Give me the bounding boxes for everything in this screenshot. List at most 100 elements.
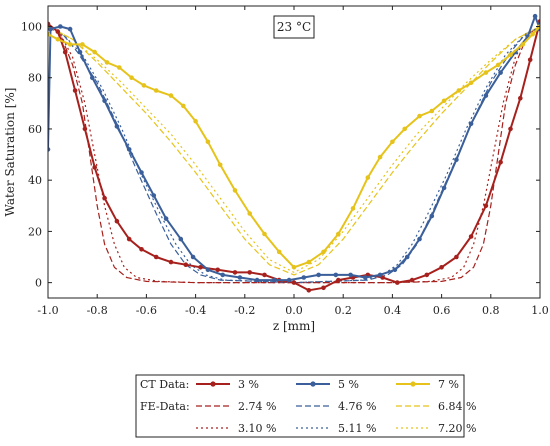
legend-entry: 3.10 % bbox=[196, 422, 276, 435]
data-point bbox=[377, 272, 383, 278]
data-point bbox=[441, 98, 447, 104]
data-point bbox=[291, 280, 297, 285]
data-point bbox=[350, 206, 356, 211]
data-point bbox=[321, 285, 326, 291]
data-point bbox=[527, 57, 533, 63]
data-point bbox=[365, 175, 371, 180]
data-point bbox=[468, 121, 474, 127]
data-point bbox=[306, 259, 312, 265]
legend-ct-label: CT Data: bbox=[140, 378, 189, 391]
x-tick-label: -0.4 bbox=[185, 304, 206, 317]
data-point bbox=[62, 49, 68, 55]
data-point bbox=[48, 31, 51, 37]
data-point bbox=[215, 267, 220, 273]
y-tick-label: 60 bbox=[28, 123, 42, 136]
data-point bbox=[429, 213, 435, 219]
x-tick-label: -0.2 bbox=[234, 304, 255, 317]
legend-label: 3 % bbox=[238, 378, 259, 391]
y-tick-label: 80 bbox=[28, 72, 42, 85]
data-point bbox=[409, 277, 415, 283]
y-axis: 0 20 40 60 80 100 bbox=[21, 20, 540, 290]
data-point bbox=[348, 272, 353, 278]
data-point bbox=[48, 26, 53, 32]
data-point bbox=[262, 231, 267, 237]
data-point bbox=[483, 93, 489, 98]
series-layer bbox=[48, 13, 540, 293]
data-point bbox=[117, 65, 122, 70]
data-point bbox=[262, 272, 267, 278]
legend-entries: 3 % 5 % 7 % 2.74 % 4.76 % 6.84 % 3.10 % 5.11 % 7… bbox=[196, 378, 476, 435]
legend-entry: 2.74 % bbox=[196, 400, 276, 413]
data-point bbox=[377, 154, 383, 160]
x-tick-label: 1.0 bbox=[531, 304, 549, 317]
data-point bbox=[90, 75, 95, 80]
plot-frame bbox=[47, 5, 541, 299]
data-point bbox=[301, 275, 307, 280]
data-point bbox=[92, 49, 97, 55]
data-point bbox=[67, 42, 73, 47]
data-point bbox=[178, 236, 184, 242]
legend-entry: 4.76 % bbox=[296, 400, 376, 413]
data-point bbox=[468, 80, 474, 86]
data-point bbox=[92, 165, 97, 170]
legend-label: 4.76 % bbox=[338, 400, 376, 413]
x-tick-label: 0.2 bbox=[334, 304, 352, 317]
data-point bbox=[417, 113, 422, 119]
data-point bbox=[333, 272, 339, 278]
data-point bbox=[126, 236, 132, 242]
y-axis-title: Water Saturation [%] bbox=[3, 88, 17, 217]
data-point bbox=[439, 265, 444, 270]
data-point bbox=[520, 42, 526, 47]
temperature-annotation-text: 23 °C bbox=[277, 20, 311, 34]
data-point bbox=[247, 270, 252, 275]
x-tick-label: -0.8 bbox=[87, 304, 108, 317]
data-point bbox=[306, 288, 312, 293]
data-point bbox=[82, 126, 88, 132]
data-point bbox=[102, 98, 107, 104]
data-point bbox=[495, 62, 501, 68]
y-tick-label: 0 bbox=[35, 277, 42, 290]
data-point bbox=[483, 203, 489, 209]
data-point bbox=[163, 216, 169, 221]
legend-entry: 3 % bbox=[196, 378, 259, 391]
series-line bbox=[48, 25, 540, 273]
legend-entry: 5.11 % bbox=[296, 422, 376, 435]
legend-label: 7.20 % bbox=[438, 422, 476, 435]
data-point bbox=[254, 277, 260, 283]
data-point bbox=[141, 83, 147, 88]
data-point bbox=[153, 88, 159, 93]
data-point bbox=[321, 249, 326, 255]
legend-marker bbox=[310, 381, 316, 387]
data-point bbox=[363, 275, 368, 280]
data-point bbox=[395, 280, 400, 285]
data-point bbox=[336, 231, 341, 237]
data-point bbox=[508, 52, 513, 57]
legend-entry: 6.84 % bbox=[396, 400, 476, 413]
x-tick-label: 0.4 bbox=[384, 304, 402, 317]
data-point bbox=[48, 21, 51, 27]
x-axis: -1.0 -0.8 -0.6 -0.4 -0.2 0.0 0.2 0.4 0.6 0.8 1.0 bbox=[37, 6, 549, 317]
data-point bbox=[454, 157, 459, 162]
data-point bbox=[417, 236, 422, 242]
data-point bbox=[181, 103, 186, 109]
data-point bbox=[205, 267, 211, 273]
legend-entry: 7.20 % bbox=[396, 422, 476, 435]
x-tick-label: 0.8 bbox=[482, 304, 500, 317]
data-point bbox=[102, 195, 107, 201]
data-point bbox=[220, 272, 225, 278]
series-ct-3 bbox=[48, 19, 540, 293]
data-point bbox=[168, 259, 174, 265]
legend-marker bbox=[410, 381, 416, 387]
data-point bbox=[198, 265, 203, 270]
data-point bbox=[232, 188, 238, 193]
data-point bbox=[392, 267, 398, 273]
data-point bbox=[456, 88, 462, 93]
data-point bbox=[424, 272, 430, 278]
data-point bbox=[498, 159, 503, 165]
x-tick-label: -0.6 bbox=[136, 304, 157, 317]
data-point bbox=[518, 95, 523, 101]
series-fe-6-84 bbox=[48, 25, 540, 276]
x-tick-label: -1.0 bbox=[37, 304, 58, 317]
legend-entry: 5 % bbox=[296, 378, 359, 391]
